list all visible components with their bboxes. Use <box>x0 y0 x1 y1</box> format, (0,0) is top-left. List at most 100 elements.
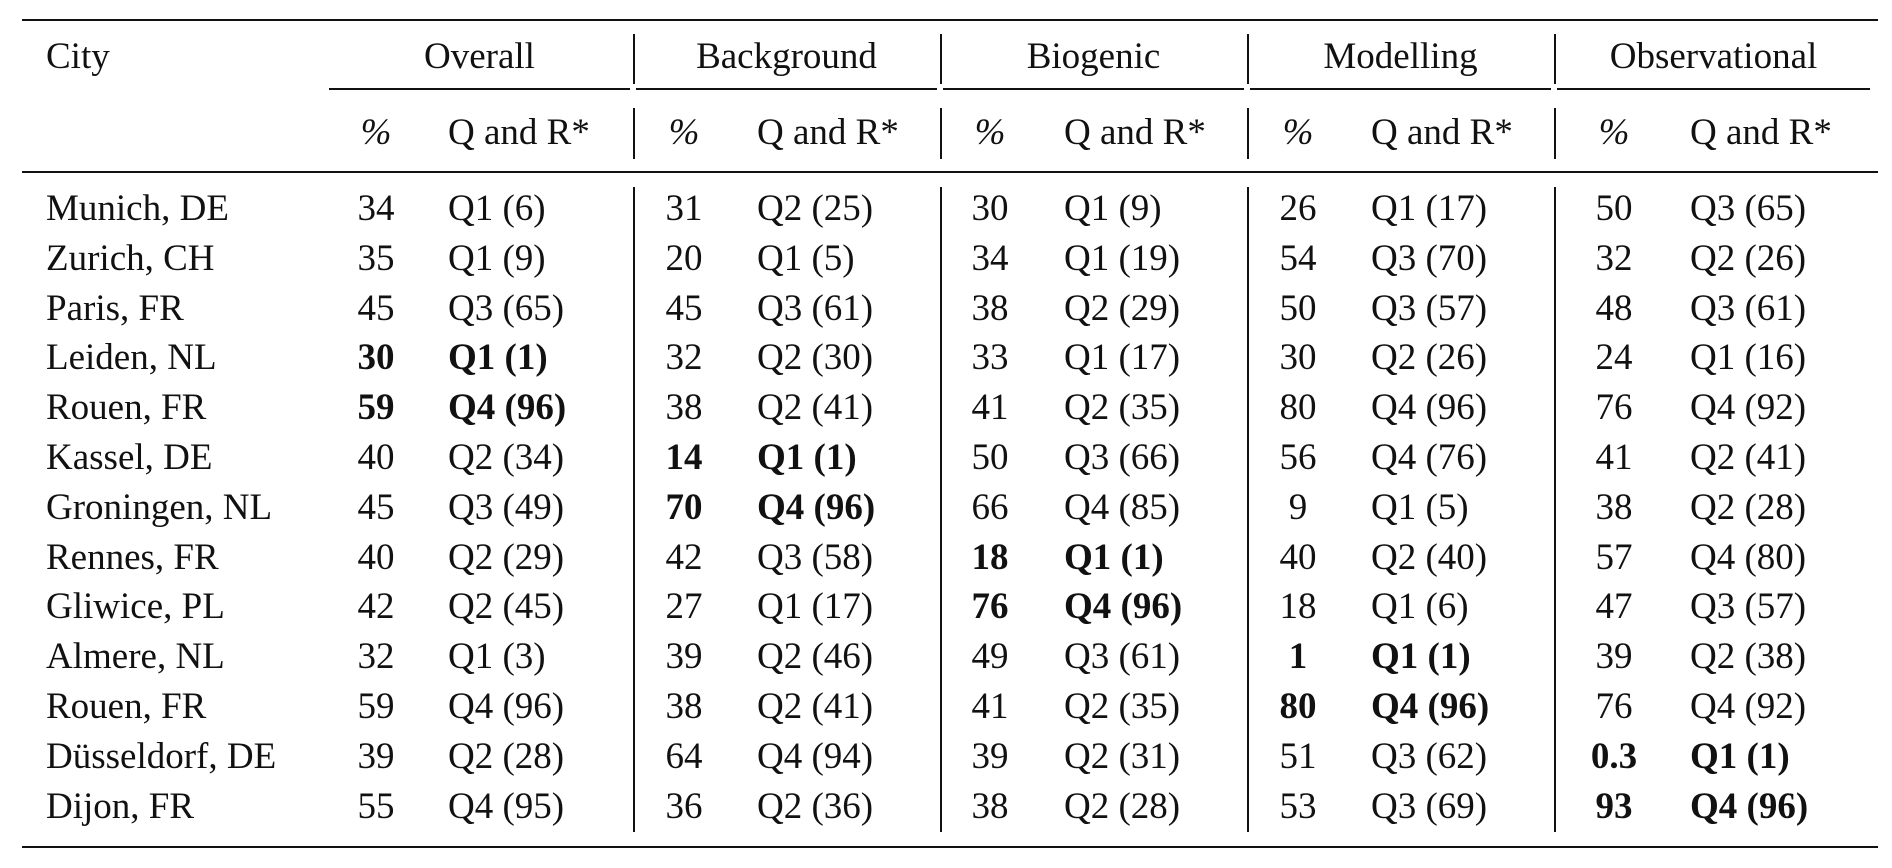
cell-pct: 39 <box>971 736 1009 777</box>
qr-subheader: Q and R* <box>1690 112 1832 153</box>
cell-qr: Q3 (58) <box>757 537 874 578</box>
group-underline <box>329 88 630 90</box>
cell-qr: Q2 (28) <box>448 736 565 777</box>
city-header: City <box>46 36 110 77</box>
cell-qr: Q1 (17) <box>1064 337 1181 378</box>
cell-qr: Q2 (35) <box>1064 387 1181 428</box>
column-separator <box>1247 187 1249 832</box>
row-city: Dijon, FR <box>46 786 195 827</box>
cell-qr: Q4 (96) <box>1371 387 1488 428</box>
cell-qr: Q1 (1) <box>1064 537 1164 578</box>
cell-qr: Q1 (6) <box>448 188 546 229</box>
column-separator <box>633 187 635 832</box>
group-header: Biogenic <box>1026 36 1161 77</box>
column-separator <box>1554 187 1556 832</box>
cell-qr: Q2 (30) <box>757 337 874 378</box>
cell-pct: 32 <box>665 337 703 378</box>
cell-pct: 50 <box>971 437 1009 478</box>
cell-qr: Q2 (28) <box>1064 786 1181 827</box>
cell-qr: Q2 (41) <box>757 387 874 428</box>
cell-qr: Q2 (41) <box>757 686 874 727</box>
cell-pct: 38 <box>971 288 1009 329</box>
group-header: Modelling <box>1323 36 1478 77</box>
cell-pct: 59 <box>357 387 395 428</box>
cell-qr: Q4 (80) <box>1690 537 1807 578</box>
cell-pct: 32 <box>1595 238 1633 279</box>
cell-qr: Q4 (96) <box>1690 786 1809 827</box>
cell-pct: 50 <box>1279 288 1317 329</box>
cell-qr: Q1 (6) <box>1371 586 1469 627</box>
cell-pct: 35 <box>357 238 395 279</box>
cell-pct: 27 <box>665 586 703 627</box>
cell-qr: Q3 (62) <box>1371 736 1488 777</box>
cell-pct: 38 <box>1595 487 1633 528</box>
row-city: Zurich, CH <box>46 238 215 279</box>
cell-qr: Q2 (29) <box>448 537 565 578</box>
cell-pct: 45 <box>357 487 395 528</box>
cell-pct: 39 <box>1595 636 1633 677</box>
cell-pct: 53 <box>1279 786 1317 827</box>
bottom-rule <box>22 846 1878 848</box>
cell-pct: 18 <box>1279 586 1317 627</box>
cell-qr: Q1 (5) <box>757 238 855 279</box>
cell-qr: Q4 (95) <box>448 786 565 827</box>
cell-qr: Q2 (41) <box>1690 437 1807 478</box>
cell-qr: Q2 (26) <box>1690 238 1807 279</box>
cell-pct: 24 <box>1595 337 1633 378</box>
cell-qr: Q4 (85) <box>1064 487 1181 528</box>
column-separator <box>633 108 635 159</box>
cell-qr: Q1 (1) <box>1690 736 1790 777</box>
column-separator <box>633 34 635 84</box>
cell-pct: 33 <box>971 337 1009 378</box>
cell-qr: Q1 (1) <box>757 437 857 478</box>
top-rule <box>22 19 1878 21</box>
cell-pct: 40 <box>357 537 395 578</box>
cell-pct: 41 <box>1595 437 1633 478</box>
cell-qr: Q3 (57) <box>1690 586 1807 627</box>
row-city: Leiden, NL <box>46 337 217 378</box>
cell-qr: Q3 (49) <box>448 487 565 528</box>
row-city: Rouen, FR <box>46 686 207 727</box>
cell-qr: Q2 (45) <box>448 586 565 627</box>
cell-pct: 30 <box>357 337 395 378</box>
cell-pct: 34 <box>357 188 395 229</box>
cell-pct: 45 <box>357 288 395 329</box>
cell-pct: 39 <box>665 636 703 677</box>
cell-qr: Q3 (65) <box>448 288 565 329</box>
cell-pct: 57 <box>1595 537 1633 578</box>
cell-pct: 14 <box>665 437 703 478</box>
group-header: Background <box>696 36 877 77</box>
cell-pct: 1 <box>1288 636 1308 677</box>
cell-qr: Q4 (96) <box>1064 586 1183 627</box>
cell-pct: 80 <box>1279 387 1317 428</box>
cell-pct: 30 <box>971 188 1009 229</box>
cell-pct: 42 <box>357 586 395 627</box>
group-underline <box>943 88 1244 90</box>
qr-subheader: Q and R* <box>448 112 590 153</box>
pct-subheader: % <box>974 112 1006 153</box>
cell-pct: 26 <box>1279 188 1317 229</box>
column-separator <box>1554 34 1556 84</box>
header-rule <box>22 171 1878 173</box>
cell-qr: Q2 (46) <box>757 636 874 677</box>
qr-subheader: Q and R* <box>1371 112 1513 153</box>
cell-qr: Q2 (40) <box>1371 537 1488 578</box>
cell-pct: 38 <box>971 786 1009 827</box>
cell-pct: 47 <box>1595 586 1633 627</box>
cell-qr: Q4 (92) <box>1690 387 1807 428</box>
cell-qr: Q4 (92) <box>1690 686 1807 727</box>
column-separator <box>1554 108 1556 159</box>
cell-qr: Q3 (57) <box>1371 288 1488 329</box>
row-city: Rouen, FR <box>46 387 207 428</box>
cell-pct: 54 <box>1279 238 1317 279</box>
cell-qr: Q3 (66) <box>1064 437 1181 478</box>
cell-qr: Q1 (5) <box>1371 487 1469 528</box>
cell-pct: 34 <box>971 238 1009 279</box>
group-underline <box>636 88 937 90</box>
cell-pct: 80 <box>1279 686 1317 727</box>
cell-qr: Q1 (16) <box>1690 337 1807 378</box>
cell-qr: Q2 (31) <box>1064 736 1181 777</box>
cell-qr: Q3 (69) <box>1371 786 1488 827</box>
cell-qr: Q3 (61) <box>757 288 874 329</box>
